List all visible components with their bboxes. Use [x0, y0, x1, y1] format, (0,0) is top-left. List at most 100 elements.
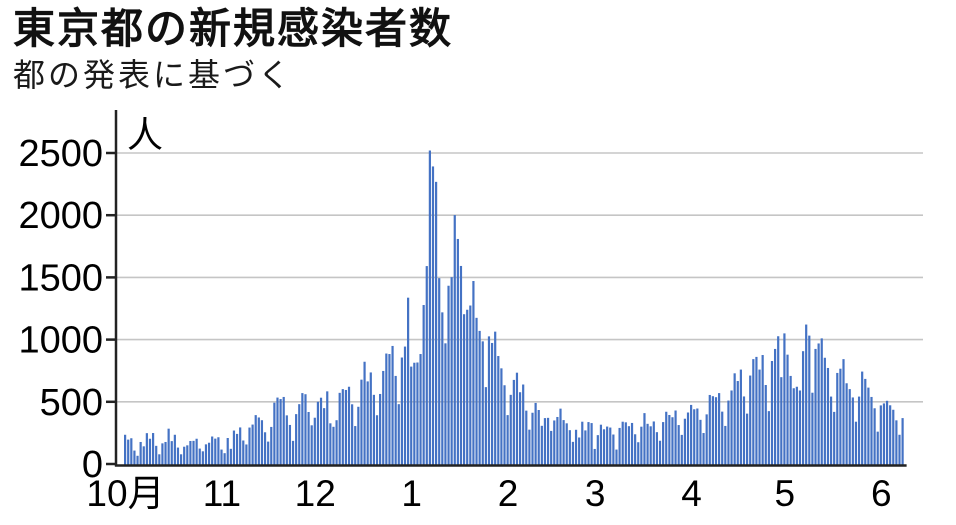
bar — [291, 440, 295, 465]
y-tick-label: 500 — [40, 382, 103, 424]
bar — [565, 423, 568, 465]
bar — [441, 312, 444, 465]
bar — [550, 430, 553, 465]
bar — [596, 435, 599, 465]
bar — [124, 434, 127, 465]
bar — [795, 386, 798, 465]
bar — [885, 400, 889, 465]
bar — [553, 420, 556, 465]
bar — [335, 420, 338, 465]
bar — [705, 414, 708, 465]
bar — [724, 425, 727, 465]
bar — [543, 418, 547, 465]
bar — [344, 389, 348, 465]
bar — [360, 379, 363, 465]
bar — [574, 429, 578, 465]
bar — [637, 442, 640, 465]
bar — [347, 386, 351, 465]
bar — [435, 181, 438, 466]
bar — [279, 399, 282, 465]
bar — [220, 449, 223, 465]
bar — [634, 434, 637, 465]
bar — [254, 415, 257, 465]
bar — [534, 402, 537, 465]
bar — [462, 314, 466, 465]
bar — [201, 451, 204, 465]
bar — [531, 412, 534, 465]
bar — [515, 372, 519, 465]
bar — [814, 348, 817, 465]
bar — [854, 421, 858, 465]
bar — [867, 387, 870, 465]
bar — [251, 424, 254, 465]
chart-subtitle: 都の発表に基づく — [13, 57, 294, 93]
bar — [509, 394, 512, 465]
bar — [301, 393, 304, 465]
bar — [263, 432, 267, 465]
bar — [711, 396, 714, 465]
bar — [397, 404, 400, 465]
bar — [528, 429, 531, 465]
bar — [599, 424, 603, 465]
bar — [372, 394, 375, 465]
bar — [690, 404, 693, 465]
bar — [640, 426, 643, 465]
bar — [699, 419, 702, 465]
bar — [861, 371, 864, 465]
bar — [363, 361, 366, 465]
bar — [646, 423, 649, 465]
bar — [736, 381, 739, 465]
bar — [341, 389, 344, 465]
bar — [229, 448, 232, 465]
bar — [332, 426, 335, 465]
bar — [746, 413, 749, 465]
bar — [354, 426, 357, 465]
bar — [714, 397, 718, 465]
bar — [864, 378, 867, 465]
bar — [721, 411, 724, 465]
bar — [836, 372, 839, 465]
bar — [898, 434, 901, 465]
x-tick-label: 3 — [585, 473, 606, 514]
bar — [484, 387, 487, 465]
bar — [391, 345, 394, 465]
bar — [761, 355, 764, 465]
bar — [481, 341, 484, 465]
bar — [817, 343, 820, 465]
bar — [537, 410, 540, 465]
bar — [602, 429, 606, 465]
bar — [767, 411, 770, 465]
bar — [777, 336, 780, 465]
bar — [829, 396, 833, 465]
bar — [683, 418, 686, 465]
y-tick-label: 1500 — [18, 257, 103, 299]
bar — [780, 377, 783, 465]
bar — [211, 436, 214, 465]
bar — [195, 438, 198, 465]
bar — [478, 330, 481, 465]
bar — [142, 446, 145, 465]
bar — [245, 444, 248, 465]
chart-title: 東京都の新規感染者数 — [13, 5, 454, 52]
y-axis-unit-label: 人 — [127, 114, 163, 155]
bar — [466, 309, 469, 465]
bar — [842, 359, 845, 465]
bar — [459, 265, 463, 465]
bar — [606, 426, 609, 465]
bar — [158, 454, 161, 465]
bar — [730, 390, 733, 465]
bar — [733, 373, 736, 465]
bar — [176, 447, 180, 465]
bar — [693, 409, 696, 465]
bar — [385, 353, 388, 465]
y-tick-label: 2000 — [18, 195, 103, 237]
bar — [792, 388, 795, 465]
bar — [742, 396, 746, 465]
bar — [873, 408, 876, 465]
bar — [786, 354, 789, 465]
bar — [139, 441, 142, 465]
x-tick-label: 11 — [203, 473, 241, 514]
bar — [755, 356, 758, 465]
bar — [226, 438, 229, 465]
